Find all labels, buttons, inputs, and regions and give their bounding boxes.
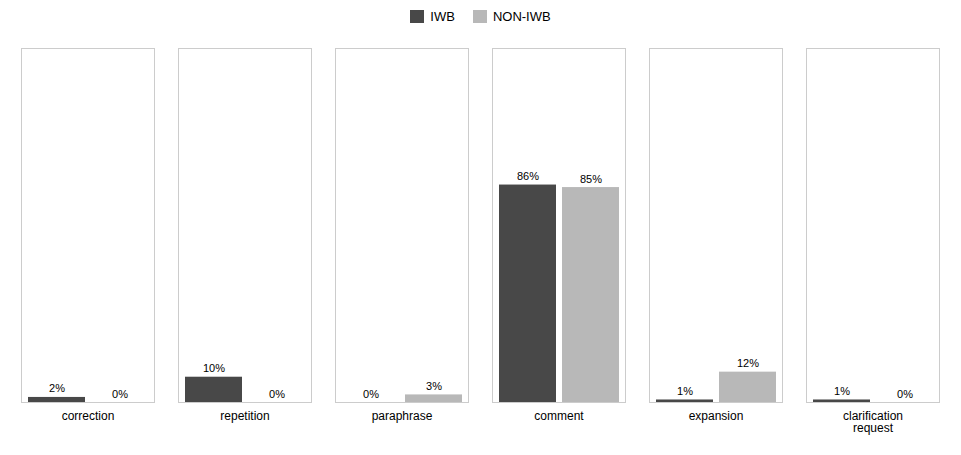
svg-text:clarificationrequest: clarificationrequest bbox=[843, 409, 903, 435]
html-text:NON-IWB: NON-IWB bbox=[492, 8, 551, 24]
svg-text:12%: 12% bbox=[737, 357, 759, 369]
svg-text:10%: 10% bbox=[203, 362, 225, 374]
svg-text:85%: 85% bbox=[580, 173, 602, 185]
html-text:IWB: IWB bbox=[430, 8, 455, 24]
svg-text:repetition: repetition bbox=[220, 409, 269, 423]
svg-text:2%: 2% bbox=[49, 382, 65, 394]
svg-text:0%: 0% bbox=[112, 388, 128, 400]
svg-text:1%: 1% bbox=[834, 385, 850, 397]
svg-text:expansion: expansion bbox=[689, 409, 744, 423]
svg-text:comment: comment bbox=[534, 409, 584, 423]
svg-text:correction: correction bbox=[62, 409, 115, 423]
svg-text:0%: 0% bbox=[897, 388, 913, 400]
svg-text:0%: 0% bbox=[363, 388, 379, 400]
svg-text:0%: 0% bbox=[269, 388, 285, 400]
svg-text:1%: 1% bbox=[677, 385, 693, 397]
svg-text:paraphrase: paraphrase bbox=[372, 409, 433, 423]
svg-text:3%: 3% bbox=[426, 380, 442, 392]
svg-text:86%: 86% bbox=[517, 170, 539, 182]
